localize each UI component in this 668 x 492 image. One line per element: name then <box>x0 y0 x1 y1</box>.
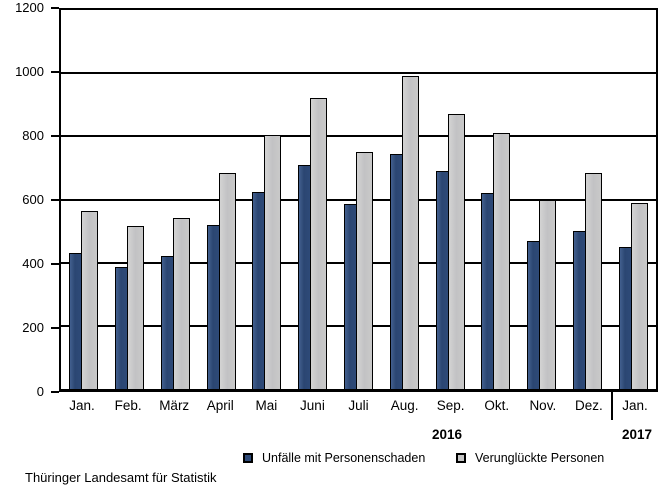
x-tick-label-12-dez: Dez. <box>575 398 603 413</box>
y-tick-label-400: 400 <box>22 255 44 271</box>
bars-row <box>61 10 656 389</box>
bar-verungluckte-4 <box>218 172 236 389</box>
x-tick-label-4-april: April <box>206 398 234 413</box>
y-tick-label-1200: 1200 <box>15 0 44 15</box>
y-tick-0 <box>51 390 59 393</box>
source-text: Thüringer Landesamt für Statistik <box>25 470 217 485</box>
x-tick-label-13-jan: Jan. <box>622 398 648 413</box>
bar-verungluckte-13 <box>630 202 648 389</box>
legend-label-verungluckte: Verunglückte Personen <box>475 451 605 465</box>
y-tick-200 <box>51 326 59 329</box>
plot-area <box>59 8 658 392</box>
bar-group-4-april <box>198 10 244 389</box>
y-tick-600 <box>51 198 59 201</box>
y-tick-1200 <box>51 6 59 9</box>
bar-verungluckte-11 <box>539 199 557 389</box>
bar-group-2-feb <box>107 10 153 389</box>
x-tick-label-1-jan: Jan. <box>69 398 95 413</box>
plot-inner <box>61 10 656 389</box>
y-tick-label-1000: 1000 <box>15 63 44 79</box>
y-tick-label-600: 600 <box>22 191 44 207</box>
bar-group-11-nov <box>519 10 565 389</box>
bar-verungluckte-2 <box>127 226 145 389</box>
bar-verungluckte-1 <box>81 210 99 389</box>
x-tick-label-6-juni: Juni <box>300 398 325 413</box>
x-tick-label-2-feb: Feb. <box>114 398 142 413</box>
bar-verungluckte-9 <box>447 114 465 389</box>
bar-verungluckte-3 <box>172 218 190 389</box>
year-label-2017: 2017 <box>621 427 653 442</box>
bar-group-3-märz <box>153 10 199 389</box>
gridline-1000 <box>61 72 656 75</box>
legend-swatch-unfaelle-icon <box>243 453 253 463</box>
bar-group-10-okt <box>473 10 519 389</box>
bar-group-9-sep <box>427 10 473 389</box>
y-tick-label-800: 800 <box>22 127 44 143</box>
bar-group-7-juli <box>336 10 382 389</box>
x-tick-label-9-sep: Sep. <box>436 398 465 413</box>
bar-verungluckte-12 <box>584 172 602 389</box>
bar-verungluckte-7 <box>355 152 373 389</box>
x-tick-label-10-okt: Okt. <box>484 398 510 413</box>
y-tick-800 <box>51 134 59 137</box>
legend-item-verungluckte: Verunglückte Personen <box>456 451 604 465</box>
y-tick-label-200: 200 <box>22 319 44 335</box>
bar-group-8-aug <box>381 10 427 389</box>
gridline-800 <box>61 135 656 138</box>
bar-verungluckte-5 <box>264 134 282 389</box>
bar-group-6-juni <box>290 10 336 389</box>
year-separator-line <box>611 392 613 420</box>
y-tick-label-0: 0 <box>36 383 44 399</box>
x-tick-label-3-märz: März <box>159 398 190 413</box>
y-tick-1000 <box>51 70 59 73</box>
x-tick-label-5-mai: Mai <box>255 398 278 413</box>
legend-item-unfaelle: Unfälle mit Personenschaden <box>243 451 425 465</box>
bar-verungluckte-6 <box>310 98 328 389</box>
bar-group-5-mai <box>244 10 290 389</box>
x-tick-label-8-aug: Aug. <box>390 398 419 413</box>
legend-swatch-verungluckte-icon <box>456 453 466 463</box>
bar-verungluckte-8 <box>401 76 419 389</box>
bar-group-1-jan <box>61 10 107 389</box>
bar-group-13-jan <box>610 10 656 389</box>
x-tick-label-11-nov: Nov. <box>529 398 557 413</box>
year-label-2016: 2016 <box>431 427 463 442</box>
x-tick-label-7-juli: Juli <box>348 398 369 413</box>
bar-group-12-dez <box>564 10 610 389</box>
x-axis-labels: Jan. Feb. März April Mai Juni Juli Aug. Sep. Okt.… <box>59 398 658 414</box>
bar-verungluckte-10 <box>493 133 511 389</box>
y-tick-400 <box>51 262 59 265</box>
legend-label-unfaelle: Unfälle mit Personenschaden <box>262 451 426 465</box>
